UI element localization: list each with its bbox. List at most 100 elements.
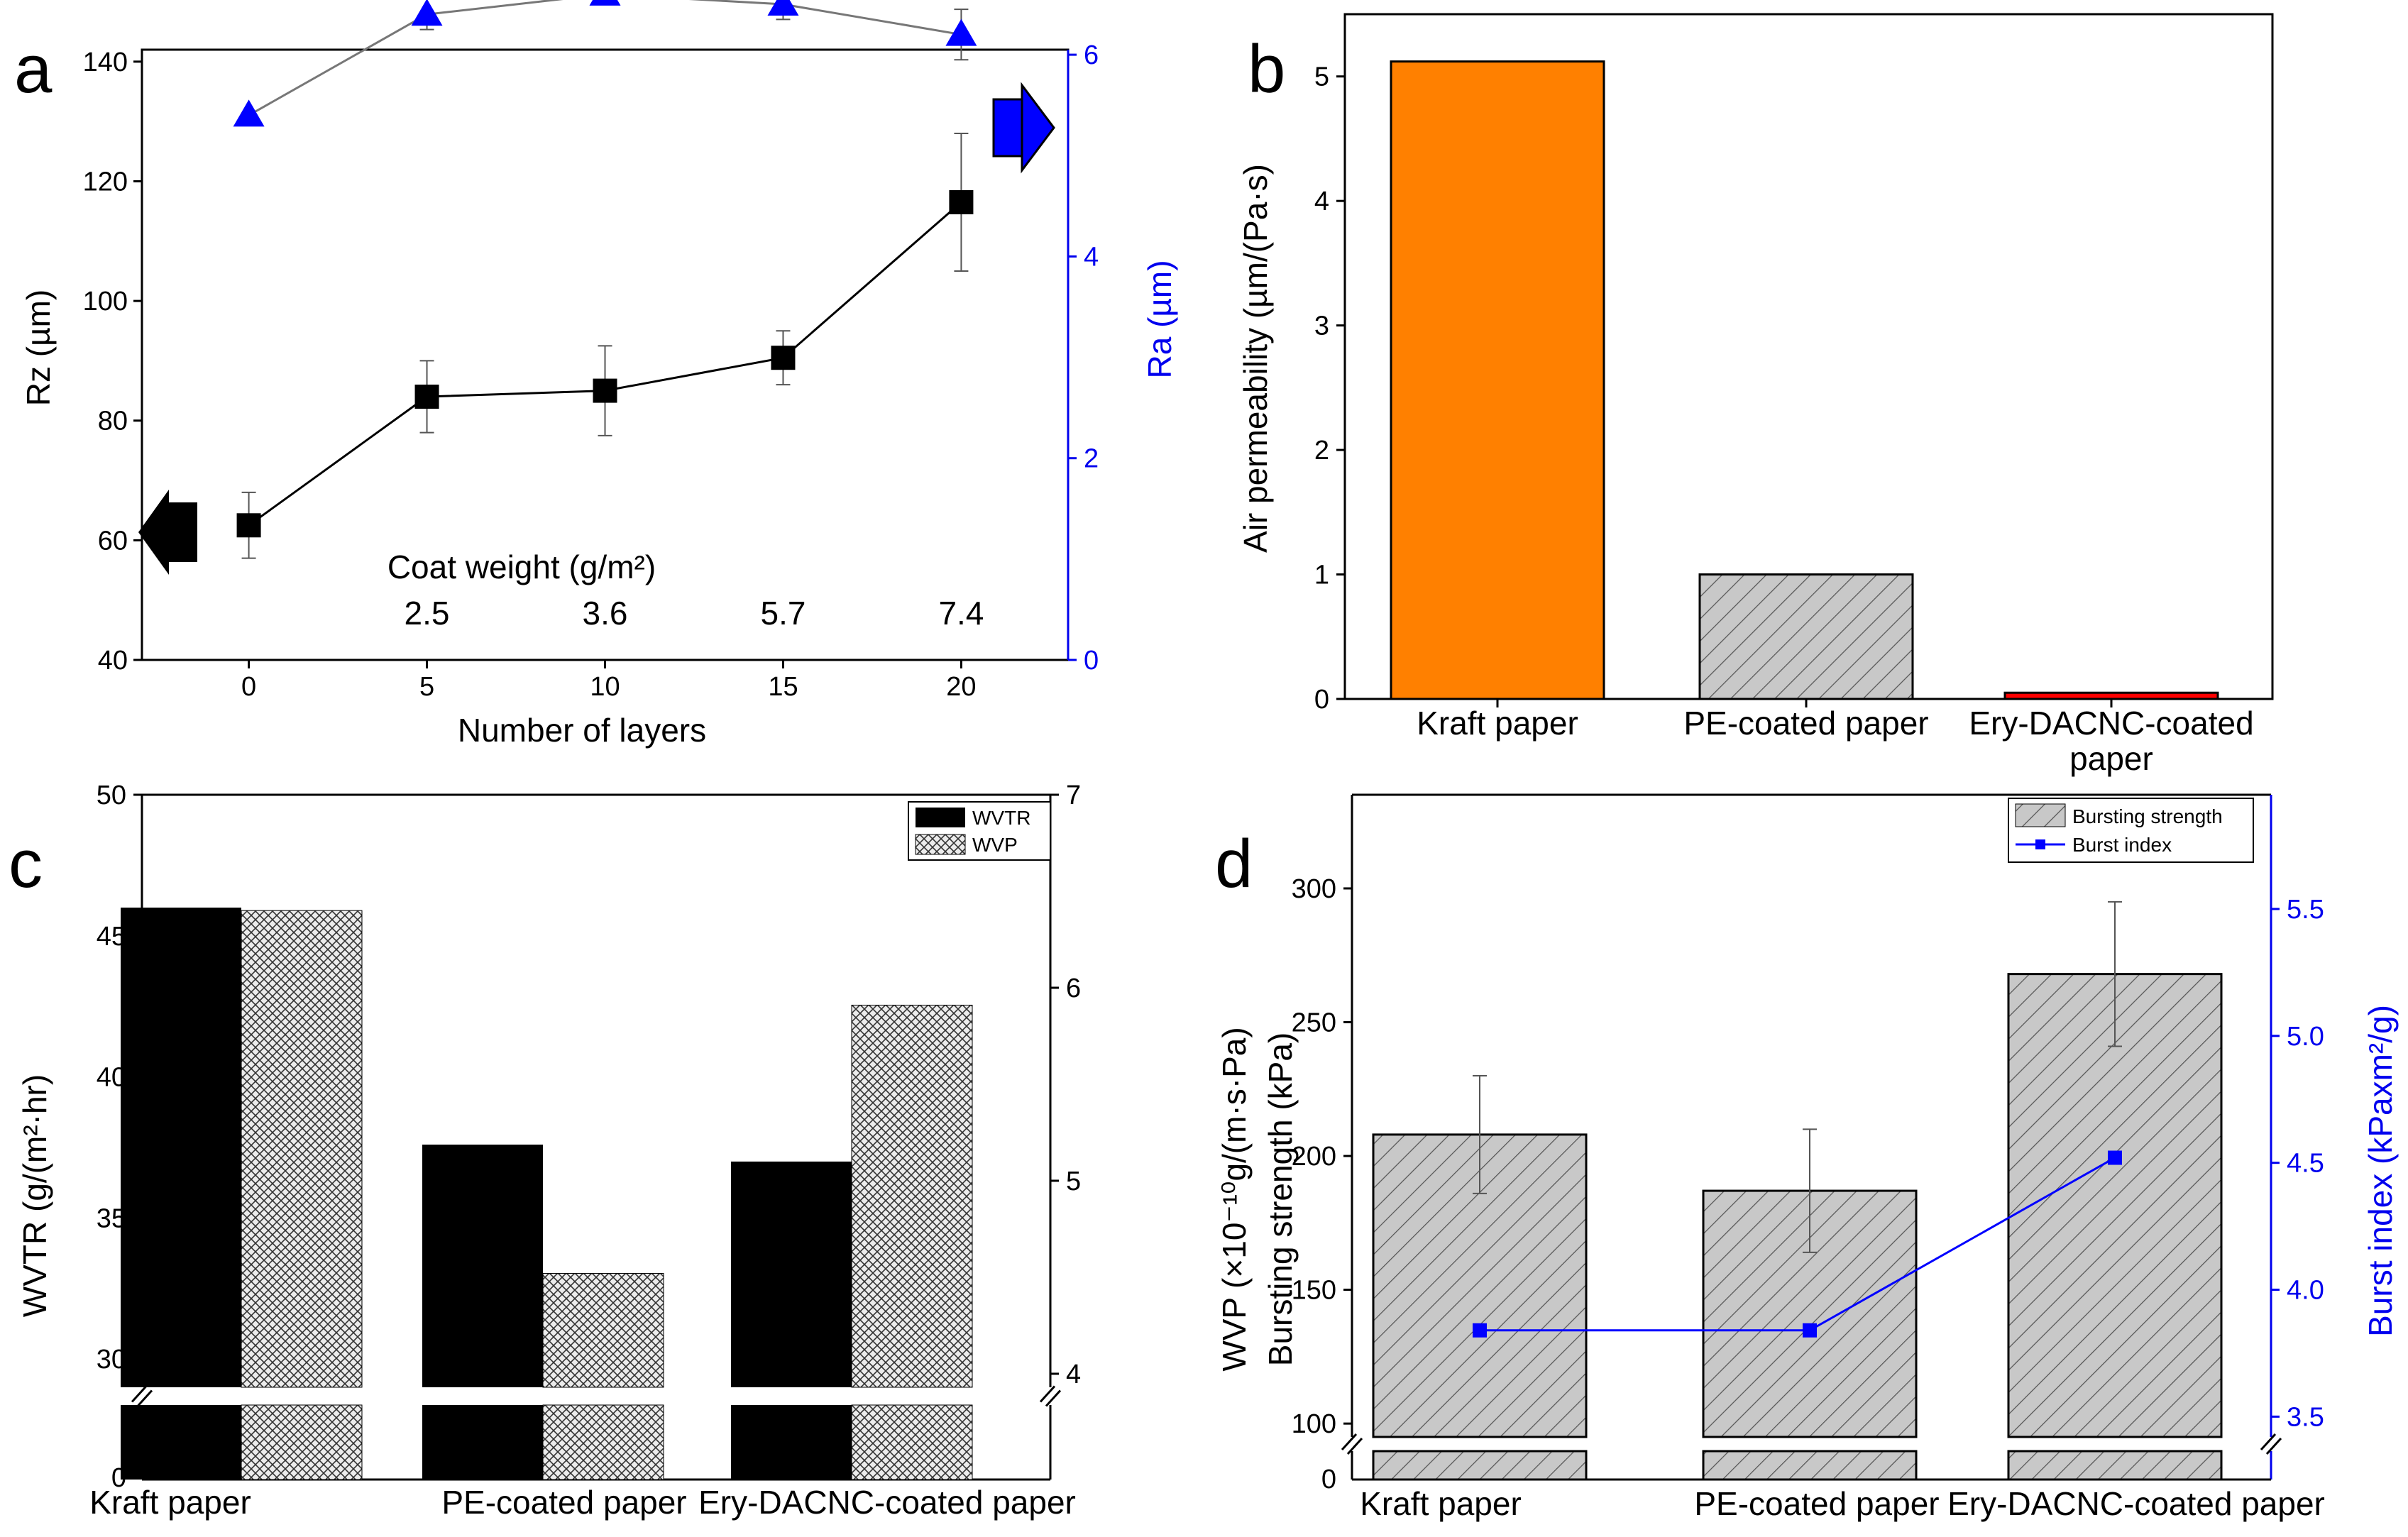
b-ytick-label: 5 bbox=[1314, 62, 1329, 92]
a-ra-marker bbox=[233, 99, 265, 127]
d-xtick-label: Ery-DACNC-coated paper bbox=[1947, 1485, 2325, 1522]
right-axis-arrow-icon bbox=[992, 82, 1055, 174]
a-coat-weight-value: 7.4 bbox=[938, 595, 984, 632]
b-xtick-label: Ery-DACNC-coated bbox=[1969, 705, 2253, 742]
d-y2tick-label: 4.0 bbox=[2287, 1276, 2324, 1306]
legend-burst-index-label: Burst index bbox=[2072, 834, 2172, 856]
legend-burst-index-marker bbox=[2035, 839, 2045, 849]
c-wvtr-bar bbox=[121, 908, 241, 1387]
a-ra-marker bbox=[767, 0, 799, 16]
b-bar bbox=[1698, 573, 1914, 700]
a-ra-marker bbox=[411, 0, 443, 26]
a-ytick-label: 120 bbox=[83, 167, 128, 197]
b-ytick-label: 0 bbox=[1314, 685, 1329, 715]
panel-a-ylabel: Rz (µm) bbox=[20, 290, 57, 406]
d-ytick-label: 250 bbox=[1292, 1008, 1336, 1038]
legend-wvtr-label: WVTR bbox=[972, 807, 1030, 829]
a-ytick-label: 140 bbox=[83, 48, 128, 77]
panel-d-letter: d bbox=[1215, 826, 1253, 902]
d-y2tick-label: 5.0 bbox=[2287, 1022, 2324, 1052]
b-ytick-label: 2 bbox=[1314, 436, 1329, 465]
a-ra-line bbox=[248, 0, 962, 116]
panel-a-xlabel: Number of layers bbox=[458, 712, 706, 749]
c-wvtr-bar bbox=[422, 1145, 543, 1387]
b-xtick-label: PE-coated paper bbox=[1683, 705, 1928, 742]
c-wvtr-bar bbox=[731, 1161, 852, 1387]
a-xtick-label: 20 bbox=[946, 672, 976, 702]
panel-a-letter: a bbox=[14, 31, 53, 107]
c-xtick-label: Kraft paper bbox=[89, 1484, 251, 1521]
legend-bursting-swatch bbox=[2015, 803, 2066, 827]
d-xtick-label: PE-coated paper bbox=[1694, 1485, 1939, 1522]
panel-d-ylabel: Bursting strength (kPa) bbox=[1262, 1032, 1299, 1366]
a-rz-marker bbox=[949, 190, 974, 214]
d-burst-index-marker bbox=[1803, 1323, 1817, 1338]
c-ytick-label: 50 bbox=[97, 781, 126, 810]
d-burst-index-marker bbox=[2108, 1150, 2122, 1165]
a-y2tick-label: 6 bbox=[1084, 40, 1099, 70]
b-ytick-label: 4 bbox=[1314, 187, 1329, 216]
b-xtick-label: paper bbox=[2069, 740, 2153, 777]
c-wvp-bar bbox=[241, 910, 363, 1388]
c-wvp-bar-base bbox=[851, 1404, 973, 1480]
a-rz-marker bbox=[236, 513, 261, 538]
panel-d-y2label-wvp: WVP (×10⁻¹⁰g/(m·s·Pa) bbox=[1216, 1027, 1253, 1371]
legend-bursting-label: Bursting strength bbox=[2072, 805, 2223, 827]
d-xtick-label: Kraft paper bbox=[1360, 1485, 1522, 1522]
d-y2tick-label: 3.5 bbox=[2287, 1402, 2324, 1432]
legend-wvp-swatch bbox=[915, 834, 966, 855]
a-rz-marker bbox=[414, 385, 439, 409]
d-burst-index-marker bbox=[1473, 1323, 1487, 1338]
panel-d-y2label: Burst index (kPaxm²/g) bbox=[2362, 1005, 2399, 1337]
panel-a-y2label: Ra (µm) bbox=[1141, 260, 1178, 378]
c-y2tick-label: 5 bbox=[1066, 1167, 1081, 1196]
b-bar bbox=[2003, 691, 2219, 700]
b-xtick-label: Kraft paper bbox=[1417, 705, 1578, 742]
a-y2tick-label: 0 bbox=[1084, 646, 1099, 676]
c-xtick-label: Ery-DACNC-coated paper bbox=[698, 1484, 1076, 1521]
c-wvp-bar-base bbox=[542, 1404, 664, 1480]
legend-wvp-label: WVP bbox=[972, 834, 1018, 856]
panel-b: b 0 1 2 3 4 5 Kraft paper PE-coated paper Ery-DA… bbox=[1237, 13, 2274, 777]
panel-c-letter: c bbox=[9, 826, 43, 902]
d-axis-break-left bbox=[1341, 1433, 1363, 1455]
d-bursting-bar-base bbox=[2007, 1450, 2223, 1481]
a-ra-marker bbox=[945, 18, 977, 46]
panel-c-ylabel: WVTR (g/(m²·hr) bbox=[16, 1074, 53, 1317]
a-xtick-label: 10 bbox=[590, 672, 620, 702]
a-ra-marker bbox=[589, 0, 621, 6]
d-ytick-label: 300 bbox=[1292, 874, 1336, 904]
d-bursting-bar bbox=[2007, 973, 2223, 1438]
panel-a: a 0 5 10 15 20 40 60 80 100 120 140 0 2 4 6 2.5 3.6 5.7 7.… bbox=[14, 0, 1178, 749]
a-ytick-label: 100 bbox=[83, 287, 128, 316]
c-wvp-bar bbox=[542, 1273, 664, 1388]
c-y2tick-label: 4 bbox=[1066, 1360, 1081, 1389]
b-ytick-label: 3 bbox=[1314, 312, 1329, 341]
c-y2tick-label: 7 bbox=[1066, 781, 1081, 810]
d-axis-break-right bbox=[2260, 1433, 2282, 1455]
left-axis-arrow-icon bbox=[138, 490, 197, 575]
d-bursting-bar-base bbox=[1702, 1450, 1918, 1481]
c-xtick-label: PE-coated paper bbox=[441, 1484, 686, 1521]
panel-a-annotation-title: Coat weight (g/m²) bbox=[387, 549, 656, 585]
a-ytick-label: 80 bbox=[98, 407, 128, 436]
a-ytick-label: 60 bbox=[98, 526, 128, 556]
a-coat-weight-value: 3.6 bbox=[583, 595, 628, 632]
a-rz-marker bbox=[593, 378, 617, 403]
a-y2tick-label: 4 bbox=[1084, 242, 1099, 272]
d-y2tick-label: 5.5 bbox=[2287, 895, 2324, 925]
c-wvtr-bar-base bbox=[731, 1405, 852, 1480]
d-bursting-bar-base bbox=[1372, 1450, 1588, 1481]
a-rz-marker bbox=[771, 346, 796, 370]
d-ytick-label: 150 bbox=[1292, 1276, 1336, 1306]
a-xtick-label: 15 bbox=[768, 672, 798, 702]
panel-b-letter: b bbox=[1248, 31, 1285, 107]
legend-wvtr-swatch bbox=[916, 808, 965, 827]
a-y2tick-label: 2 bbox=[1084, 444, 1099, 474]
d-y2tick-label: 4.5 bbox=[2287, 1149, 2324, 1179]
c-wvtr-bar-base bbox=[121, 1405, 241, 1480]
d-zero-label: 0 bbox=[1321, 1465, 1336, 1494]
panel-c-legend: WVTR WVP bbox=[908, 801, 1051, 861]
